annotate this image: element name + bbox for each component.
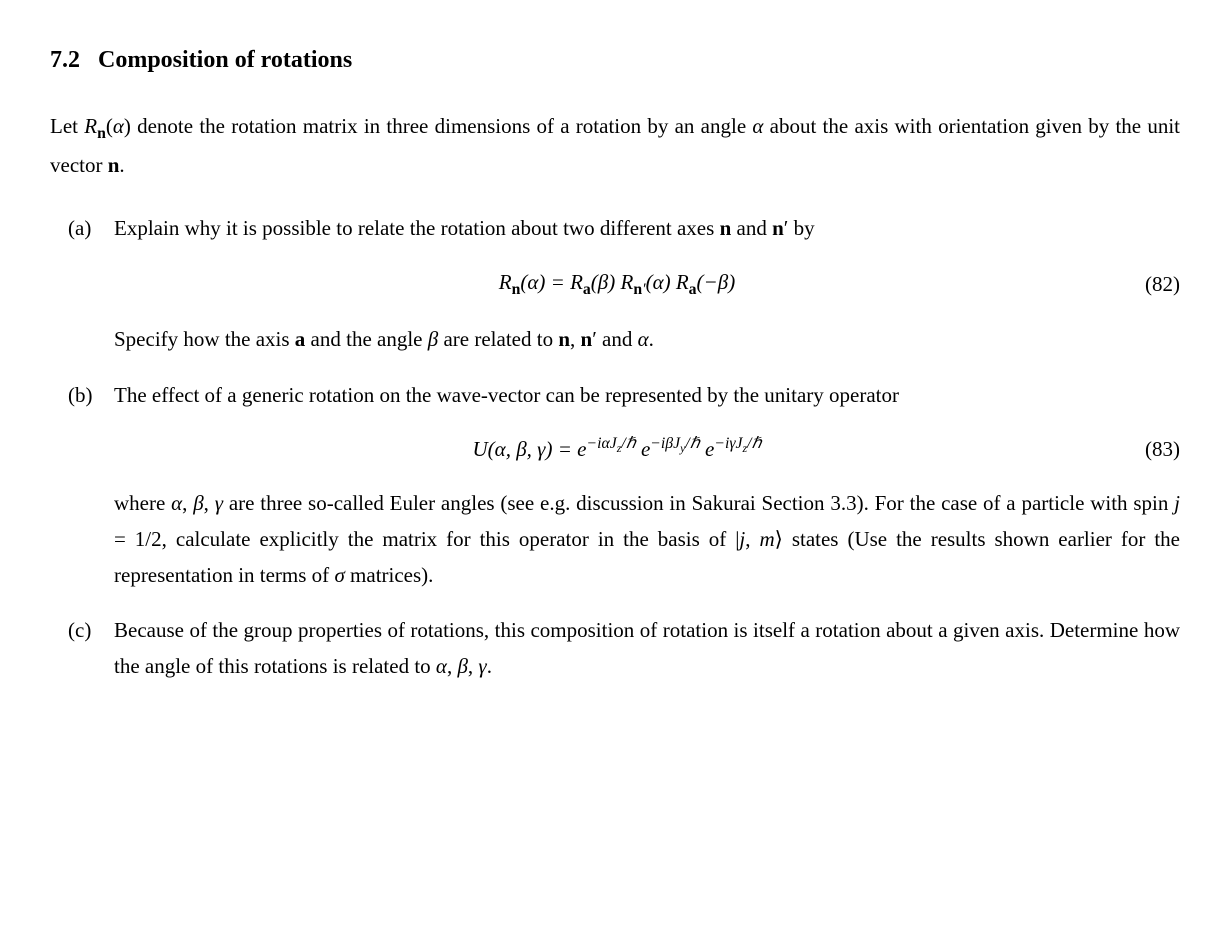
intro-end: . [119, 153, 124, 177]
item-c-text-end: . [487, 654, 492, 678]
item-b-label: (b) [50, 378, 114, 593]
item-a-text-prefix: Explain why it is possible to relate the… [114, 216, 720, 240]
intro-paragraph: Let Rn(α) denote the rotation matrix in … [50, 109, 1180, 184]
item-a-after-mid2: are related to [438, 327, 558, 351]
equation-83: U(α, β, γ) = e−iαJz/ℏ e−iβJy/ℏ e−iγJz/ℏ [114, 431, 1120, 468]
item-a-n2: n [558, 327, 570, 351]
intro-mid: denote the rotation matrix in three dime… [131, 114, 753, 138]
item-b-text1: The effect of a generic rotation on the … [114, 378, 1180, 414]
item-a-after-mid3: , [570, 327, 581, 351]
item-a-nprime2: n′ [581, 327, 597, 351]
item-b-text2: where α, β, γ are three so-called Euler … [114, 486, 1180, 593]
item-a-body: Explain why it is possible to relate the… [114, 211, 1180, 357]
item-a-after: Specify how the axis a and the angle β a… [114, 322, 1180, 358]
item-b-sigma: σ [334, 563, 344, 587]
item-a-alpha: α [638, 327, 649, 351]
item-a-beta: β [428, 327, 438, 351]
item-b: (b) The effect of a generic rotation on … [50, 378, 1180, 593]
item-b-abg: α, β, γ [171, 491, 223, 515]
item-c-body: Because of the group properties of rotat… [114, 613, 1180, 684]
item-c-abg: α, β, γ [436, 654, 487, 678]
equation-82-number: (82) [1120, 267, 1180, 303]
item-a-a: a [295, 327, 306, 351]
item-a-after-end: . [649, 327, 654, 351]
item-b-text2-mid2: , calculate explicitly the matrix for th… [162, 527, 736, 551]
intro-alpha: α [752, 114, 763, 138]
equation-82-row: Rn(α) = Ra(β) Rn′(α) Ra(−β) (82) [114, 265, 1180, 304]
intro-prefix: Let [50, 114, 84, 138]
item-a-by: by [788, 216, 814, 240]
intro-n: n [108, 153, 120, 177]
item-b-text2-mid1: are three so-called Euler angles (see e.… [223, 491, 1174, 515]
item-a-text: Explain why it is possible to relate the… [114, 211, 1180, 247]
item-b-text2-prefix: where [114, 491, 171, 515]
equation-83-row: U(α, β, γ) = e−iαJz/ℏ e−iβJy/ℏ e−iγJz/ℏ … [114, 431, 1180, 468]
item-c-label: (c) [50, 613, 114, 684]
item-a-after-prefix: Specify how the axis [114, 327, 295, 351]
equation-83-number: (83) [1120, 432, 1180, 468]
equation-82: Rn(α) = Ra(β) Rn′(α) Ra(−β) [114, 265, 1120, 304]
intro-rn-alpha: Rn(α) [84, 114, 131, 138]
item-c-text-prefix: Because of the group properties of rotat… [114, 618, 1180, 678]
section-number: 7.2 [50, 47, 80, 73]
item-a-after-mid1: and the angle [305, 327, 427, 351]
item-a-n: n [720, 216, 732, 240]
item-b-body: The effect of a generic rotation on the … [114, 378, 1180, 593]
item-c: (c) Because of the group properties of r… [50, 613, 1180, 684]
item-a-and: and [731, 216, 772, 240]
item-a-label: (a) [50, 211, 114, 357]
item-b-ket: |j, m⟩ [735, 527, 783, 551]
item-a: (a) Explain why it is possible to relate… [50, 211, 1180, 357]
section-heading: 7.2 Composition of rotations [50, 40, 1180, 81]
item-a-after-mid4: and [597, 327, 638, 351]
section-title: Composition of rotations [98, 47, 352, 73]
item-a-nprime: n′ [772, 216, 788, 240]
item-b-text2-end: matrices). [345, 563, 434, 587]
